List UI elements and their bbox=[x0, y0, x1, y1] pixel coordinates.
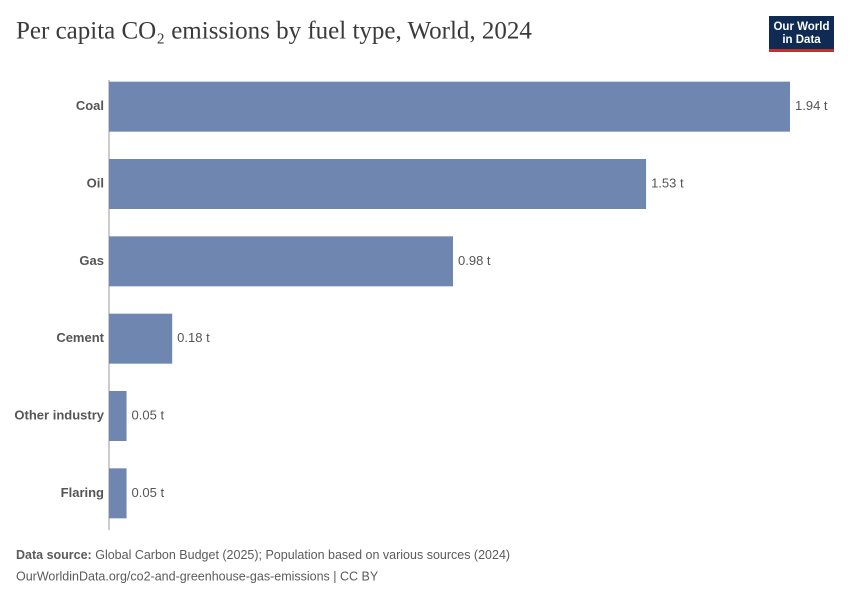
logo-box bbox=[769, 16, 834, 52]
url-line: OurWorldinData.org/co2-and-greenhouse-ga… bbox=[16, 569, 379, 583]
logo-text: Our World bbox=[773, 21, 829, 33]
source-text: Global Carbon Budget (2025); Population … bbox=[95, 548, 510, 562]
bar bbox=[109, 81, 790, 132]
logo-underline bbox=[769, 49, 834, 52]
bar bbox=[109, 391, 127, 441]
bar bbox=[109, 313, 173, 364]
category-label: Flaring bbox=[61, 485, 104, 500]
category-label: Oil bbox=[87, 175, 104, 190]
logo-text: in Data bbox=[782, 34, 821, 46]
chart-title: Per capita CO₂ emissions by fuel type, W… bbox=[16, 18, 532, 45]
value-label: 0.05 t bbox=[132, 407, 165, 422]
value-label: 1.53 t bbox=[651, 175, 684, 190]
value-label: 0.98 t bbox=[458, 253, 491, 268]
source-label: Data source: bbox=[16, 548, 92, 562]
value-label: 1.94 t bbox=[795, 98, 828, 113]
source: Data source: Global Carbon Budget (2025)… bbox=[16, 548, 510, 562]
category-label: Cement bbox=[56, 330, 104, 345]
value-label: 0.05 t bbox=[132, 485, 165, 500]
bar bbox=[109, 468, 127, 519]
category-label: Gas bbox=[79, 253, 104, 268]
bar bbox=[109, 236, 454, 287]
value-label: 0.18 t bbox=[177, 330, 210, 345]
category-label: Coal bbox=[76, 98, 104, 113]
bar bbox=[109, 159, 647, 209]
category-label: Other industry bbox=[14, 407, 104, 422]
